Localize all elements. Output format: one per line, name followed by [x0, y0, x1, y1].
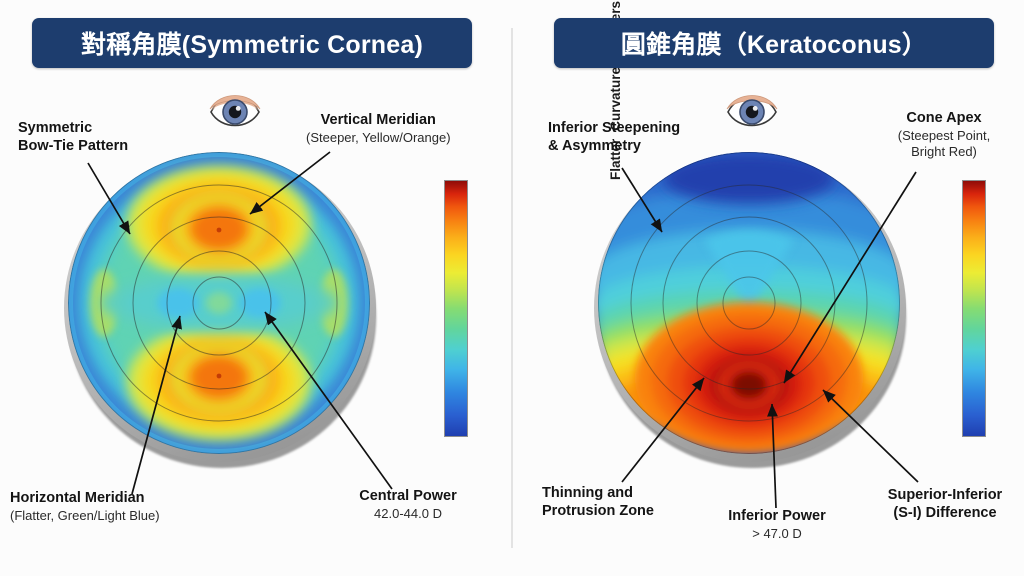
- annotation-thinning-protrusion-zone: Thinning and Protrusion Zone: [542, 485, 654, 520]
- annotation-line-2: (S-I) Difference: [893, 504, 997, 521]
- annotation-line-1: Horizontal Meridian: [10, 490, 145, 506]
- topography-map-symmetric: [62, 150, 382, 470]
- panel-symmetric-cornea: 對稱角膜(Symmetric Cornea): [10, 1, 623, 524]
- annotation-symmetric-bow-tie-pattern: Symmetric Bow-Tie Pattern: [18, 120, 128, 155]
- annotation-line-2: Bow-Tie Pattern: [18, 137, 129, 154]
- colorbar-gradient: [444, 180, 468, 437]
- annotation-sub: (Flatter, Green/Light Blue): [10, 507, 160, 523]
- annotation-line-1: Vertical Meridian: [320, 112, 436, 128]
- annotation-line-2: Protrusion Zone: [542, 502, 654, 519]
- annotation-line-1: Cone Apex: [906, 110, 982, 126]
- annotation-sub: (Steepest Point, Bright Red): [897, 127, 991, 159]
- colorbar-gradient: [962, 180, 986, 437]
- topography-map-keratoconus: [592, 150, 912, 470]
- panel-title-symmetric-cornea: 對稱角膜(Symmetric Cornea): [32, 18, 472, 68]
- annotation-line-1: Inferior Power: [728, 508, 826, 524]
- annotation-inferior-steepening: Inferior Steepening & Asymmetry: [548, 120, 680, 155]
- annotation-line-1: Superior-Inferior: [887, 487, 1003, 503]
- eye-icon: [724, 86, 780, 132]
- colorbar-keratoconus: Flatter Curvature / Diopters Steeper ▶: [958, 180, 1024, 438]
- panel-divider: [511, 28, 513, 548]
- topography-disc-keratoconus: [598, 152, 900, 454]
- annotation-sub: > 47.0 D: [752, 525, 802, 541]
- annotation-sub: 42.0-44.0 D: [374, 505, 442, 521]
- annotation-line-2: & Asymmetry: [548, 137, 641, 154]
- annotation-line-1: Inferior Steepening: [548, 120, 681, 136]
- annotation-horizontal-meridian: Horizontal Meridian (Flatter, Green/Ligh…: [10, 490, 160, 524]
- annotation-sub: (Steeper, Yellow/Orange): [306, 129, 451, 145]
- panel-keratoconus: 圓錐角膜（Keratoconus）: [512, 0, 1024, 576]
- annotation-line-1: Symmetric: [18, 120, 93, 136]
- colorbar-symmetric: Flatter Curvature / Diopters Steeper ▶: [440, 1, 623, 438]
- topography-disc-symmetric: [68, 152, 370, 454]
- annotation-line-1: Thinning and: [542, 485, 634, 501]
- annotation-inferior-power: Inferior Power > 47.0 D: [712, 508, 842, 542]
- annotation-central-power: Central Power 42.0-44.0 D: [338, 488, 478, 522]
- annotation-cone-apex: Cone Apex (Steepest Point, Bright Red): [874, 110, 1014, 159]
- eye-icon: [207, 86, 263, 132]
- annotation-superior-inferior-difference: Superior-Inferior (S-I) Difference: [870, 487, 1020, 522]
- annotation-line-1: Central Power: [359, 488, 457, 504]
- annotation-vertical-meridian: Vertical Meridian (Steeper, Yellow/Orang…: [306, 112, 451, 146]
- panel-title-keratoconus: 圓錐角膜（Keratoconus）: [554, 18, 994, 68]
